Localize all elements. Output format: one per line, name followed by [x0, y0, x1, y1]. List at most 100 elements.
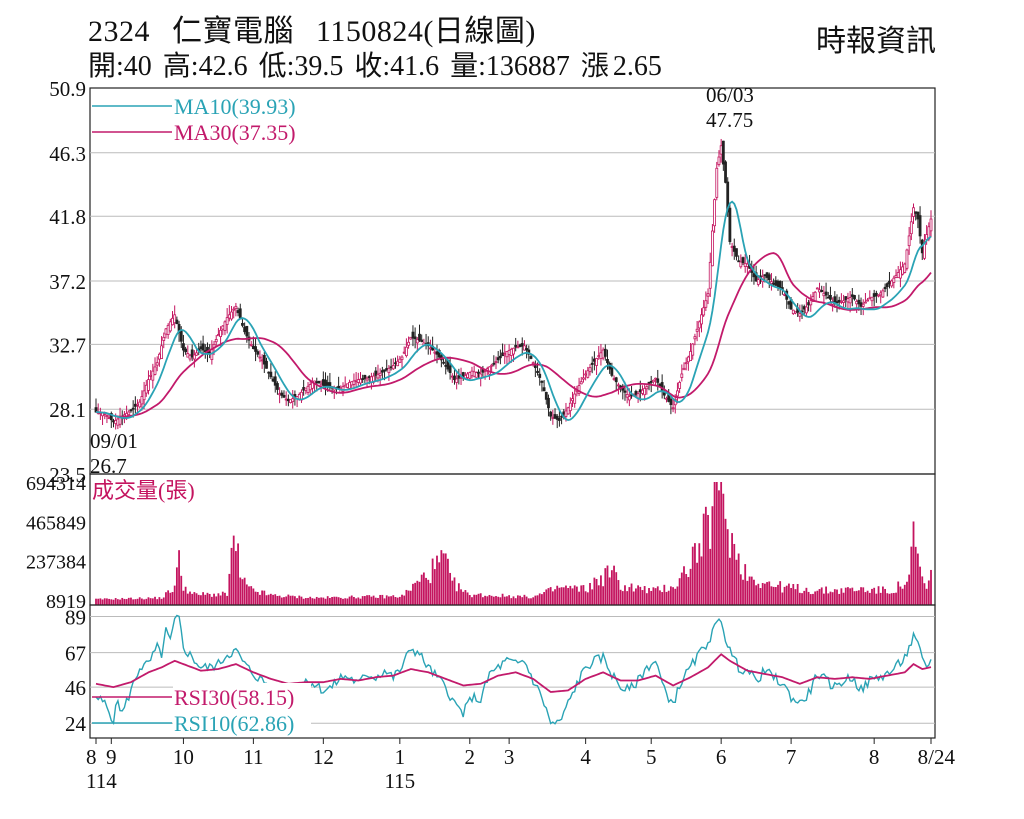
volume-bar: [788, 583, 790, 605]
candle-body: [234, 305, 238, 310]
volume-bar: [879, 592, 882, 605]
candle-body: [453, 375, 456, 381]
volume-bar: [230, 547, 233, 605]
volume-bar: [877, 586, 880, 605]
volume-bar: [558, 587, 561, 605]
volume-bar: [860, 587, 862, 605]
volume-bar: [871, 588, 873, 605]
candle-body: [903, 263, 907, 273]
candle-body: [199, 346, 203, 350]
candle-body: [321, 379, 325, 386]
rsi-tick-label: 46: [65, 676, 86, 700]
volume-bar: [897, 581, 900, 605]
quote-summary: 開:40 高:42.6 低:39.5 收:41.6 量:136887 漲 2.65: [88, 44, 666, 84]
volume-bar: [573, 585, 576, 605]
candle-body: [276, 383, 279, 390]
candle-body: [214, 339, 218, 343]
candle-body: [435, 351, 439, 355]
volume-bar: [715, 482, 718, 605]
candle-body: [245, 325, 249, 337]
volume-tick-label: 694314: [26, 473, 86, 495]
volume-bar: [722, 493, 725, 605]
ma30-line: [95, 252, 932, 418]
candle-body: [724, 161, 727, 183]
candle-body: [770, 281, 773, 284]
volume-bar: [346, 598, 349, 605]
candle-body: [719, 145, 723, 155]
candle-body: [254, 346, 257, 352]
volume-bar: [97, 598, 100, 605]
volume-bar: [173, 585, 176, 605]
rsi10-legend-label: RSI10(62.86): [174, 711, 294, 736]
candle-body: [337, 385, 341, 389]
volume-bar: [674, 588, 677, 605]
volume-bar: [412, 583, 414, 605]
volume-bar: [254, 591, 257, 605]
candle-body: [826, 296, 830, 299]
candle-body: [385, 367, 389, 371]
volume-bar: [632, 591, 635, 605]
volume-bar: [888, 593, 891, 605]
x-tick-label: 5: [646, 745, 657, 769]
candle-body: [429, 347, 432, 350]
volume-bar: [591, 589, 594, 605]
volume-bar: [746, 580, 749, 605]
candle-body: [859, 302, 863, 307]
volume-bar: [431, 558, 434, 605]
volume-bar: [99, 598, 102, 605]
candle-body: [824, 291, 828, 296]
volume-bar: [718, 490, 720, 605]
candle-body: [420, 339, 424, 342]
volume-bar: [685, 574, 688, 605]
candle-body: [743, 262, 747, 267]
volume-bar: [796, 583, 799, 605]
candle-body: [140, 396, 144, 405]
candle-body: [236, 310, 240, 314]
candle-body: [584, 373, 588, 376]
candle-body: [442, 361, 445, 364]
volume-bar: [501, 593, 504, 605]
volume-bar: [602, 586, 605, 605]
candle-body: [610, 367, 614, 376]
candle-body: [763, 274, 767, 277]
volume-bar: [617, 580, 620, 605]
volume-bar: [425, 577, 427, 605]
ma30-legend-label: MA30(37.35): [174, 120, 296, 145]
candle-body: [641, 389, 644, 394]
candle-body: [866, 299, 870, 302]
candle-body: [144, 384, 148, 394]
volume-bar: [704, 506, 707, 605]
candle-body: [142, 390, 146, 401]
volume-bar: [805, 587, 808, 605]
volume-bar: [239, 577, 242, 605]
volume-bar: [807, 591, 810, 605]
volume-bar: [659, 590, 661, 605]
volume-bar: [331, 596, 333, 605]
volume-bar: [285, 596, 288, 605]
volume-bar: [442, 553, 445, 605]
volume-title: 成交量(張): [92, 478, 195, 503]
volume-bar: [125, 599, 128, 605]
candle-body: [249, 343, 253, 346]
volume-bar: [503, 596, 506, 605]
candle-body: [531, 362, 535, 365]
volume-bar: [226, 595, 229, 605]
rsi-tick-label: 89: [65, 605, 86, 629]
candle-body: [772, 282, 776, 285]
candle-body: [717, 156, 721, 165]
volume-bar: [313, 598, 316, 605]
rsi30-line: [95, 653, 932, 693]
volume-bar: [438, 562, 441, 605]
candle-body: [192, 354, 196, 360]
volume-value: 136887: [485, 51, 570, 82]
candle-body: [459, 377, 463, 379]
volume-bar: [184, 586, 187, 605]
ma10-line: [95, 200, 932, 422]
candle-body: [728, 207, 732, 242]
candle-body: [765, 272, 769, 278]
candle-body: [394, 362, 397, 365]
close-label: 收:: [354, 51, 391, 82]
candle-body: [739, 261, 743, 268]
volume-bar: [783, 586, 786, 605]
candle-body: [787, 301, 791, 305]
